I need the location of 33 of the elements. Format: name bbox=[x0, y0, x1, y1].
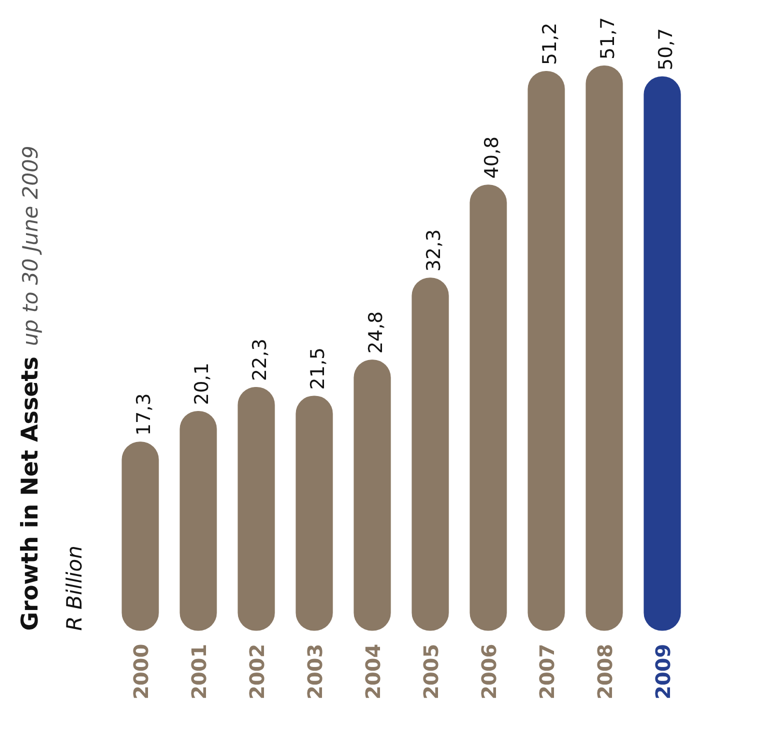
data-label: 17,3 bbox=[133, 393, 156, 436]
bar bbox=[528, 70, 565, 631]
bar bbox=[180, 410, 217, 631]
text: up to 30 June 2009 bbox=[18, 146, 42, 346]
data-label: 51,7 bbox=[597, 17, 620, 60]
bar bbox=[122, 442, 159, 631]
data-label: 20,1 bbox=[191, 362, 214, 405]
x-tick-label: 2007 bbox=[534, 644, 559, 700]
bar bbox=[296, 396, 333, 631]
x-tick-label: 2004 bbox=[360, 644, 385, 700]
bar bbox=[586, 66, 623, 631]
data-label: 24,8 bbox=[365, 311, 388, 354]
x-tick-label: 2009 bbox=[650, 644, 675, 700]
x-tick-label: 2002 bbox=[244, 644, 269, 700]
data-label: 21,5 bbox=[307, 347, 330, 390]
data-label: 32,3 bbox=[423, 229, 446, 272]
x-tick-label: 2008 bbox=[592, 644, 617, 700]
bar bbox=[238, 386, 275, 631]
data-label: 50,7 bbox=[655, 28, 678, 70]
x-tick-label: 2005 bbox=[418, 644, 443, 700]
bar bbox=[470, 184, 507, 631]
x-tick-label: 2003 bbox=[302, 644, 327, 700]
text: Growth in Net Assets bbox=[18, 356, 44, 631]
data-label: 40,8 bbox=[481, 136, 504, 179]
bar bbox=[644, 76, 681, 631]
bar bbox=[354, 360, 391, 631]
x-tick-label: 2001 bbox=[186, 644, 211, 700]
bar bbox=[412, 278, 449, 631]
y-axis-title: R Billion bbox=[62, 546, 86, 631]
data-label: 22,3 bbox=[249, 338, 272, 381]
data-label: 51,2 bbox=[539, 22, 562, 65]
x-tick-label: 2006 bbox=[476, 644, 501, 700]
x-tick-label: 2000 bbox=[128, 644, 153, 700]
